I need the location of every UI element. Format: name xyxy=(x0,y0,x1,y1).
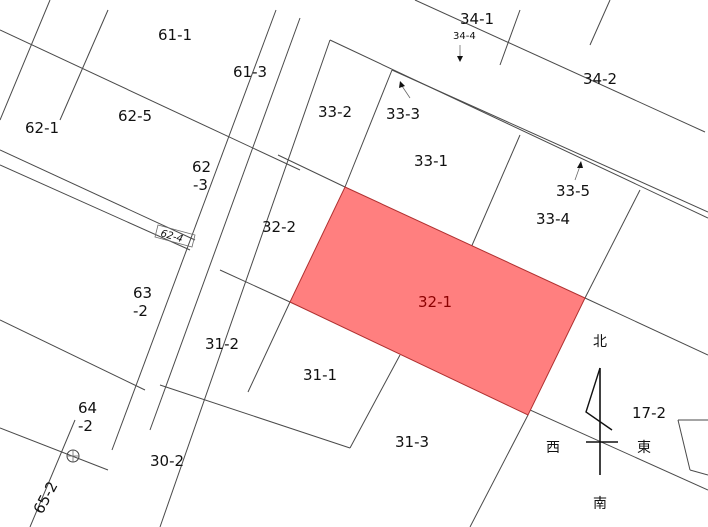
parcel-label: 34-4 xyxy=(453,31,476,42)
parcel-line xyxy=(469,414,529,527)
parcel-label: 32-2 xyxy=(262,218,296,236)
parcel-label: 61-3 xyxy=(233,63,267,81)
parcel-line xyxy=(0,149,196,241)
parcel-label: 30-2 xyxy=(150,452,184,470)
parcel-line xyxy=(0,427,109,471)
parcel-label: 17-2 xyxy=(632,404,666,422)
parcel-label: -3 xyxy=(193,176,208,194)
parcel-line xyxy=(247,301,291,393)
parcel-label: 31-1 xyxy=(303,366,337,384)
parcel-label: 34-1 xyxy=(460,10,494,28)
leader-line xyxy=(574,165,581,181)
compass-west-label: 西 xyxy=(546,440,560,456)
parcel-label: 63 xyxy=(133,284,152,302)
road-edge xyxy=(149,17,301,431)
parcel-line xyxy=(159,384,351,449)
parcel-label: 33-3 xyxy=(386,105,420,123)
parcel-label: 33-1 xyxy=(414,152,448,170)
parcel-label: 62-5 xyxy=(118,107,152,125)
parcel-label: 33-4 xyxy=(536,210,570,228)
parcel-label: 31-2 xyxy=(205,335,239,353)
parcel-line xyxy=(0,29,301,171)
parcel-line xyxy=(584,189,641,299)
parcel-line xyxy=(589,0,611,46)
compass-east-label: 東 xyxy=(637,440,651,456)
parcel-line xyxy=(689,469,708,476)
parcel-label: 62-1 xyxy=(25,119,59,137)
parcel-line xyxy=(59,9,109,121)
road-edge xyxy=(111,9,277,451)
parcel-line xyxy=(0,319,146,391)
parcel-line xyxy=(219,269,291,303)
parcel-line xyxy=(469,134,521,251)
parcel-label: -2 xyxy=(78,417,93,435)
parcel-line xyxy=(349,354,401,449)
road-edge xyxy=(414,0,706,133)
compass-south-label: 南 xyxy=(593,496,607,512)
parcel-label-highlighted: 32-1 xyxy=(418,293,452,311)
parcel-label: 61-1 xyxy=(158,26,192,44)
parcel-line xyxy=(0,164,191,251)
parcel-line xyxy=(277,154,346,188)
arrow-icon xyxy=(577,161,583,168)
parcel-line xyxy=(584,297,708,356)
arrow-icon xyxy=(399,81,405,88)
road-edge xyxy=(329,39,708,219)
leader-line xyxy=(401,85,411,99)
parcel-line xyxy=(499,9,521,66)
parcel-label: 33-2 xyxy=(318,103,352,121)
parcel-label: -2 xyxy=(133,302,148,320)
parcel-line xyxy=(29,419,76,527)
parcel-label: 31-3 xyxy=(395,433,429,451)
road-edge xyxy=(159,39,331,527)
compass-north-arrow xyxy=(585,367,613,431)
parcel-label: 64 xyxy=(78,399,97,417)
parcel-label: 62 xyxy=(192,158,211,176)
parcel-line xyxy=(344,69,393,188)
compass-north-label: 北 xyxy=(593,334,607,350)
compass-rose xyxy=(585,367,618,475)
parcel-62-4-box xyxy=(154,224,196,248)
arrow-icon xyxy=(457,56,463,62)
parcel-label: 34-2 xyxy=(583,70,617,88)
parcel-label: 65-2 xyxy=(30,478,62,517)
parcel-line xyxy=(0,0,51,121)
road-edge xyxy=(391,69,708,213)
parcel-line xyxy=(677,419,691,471)
parcel-label: 33-5 xyxy=(556,182,590,200)
highlighted-parcel-32-1[interactable] xyxy=(289,186,586,416)
